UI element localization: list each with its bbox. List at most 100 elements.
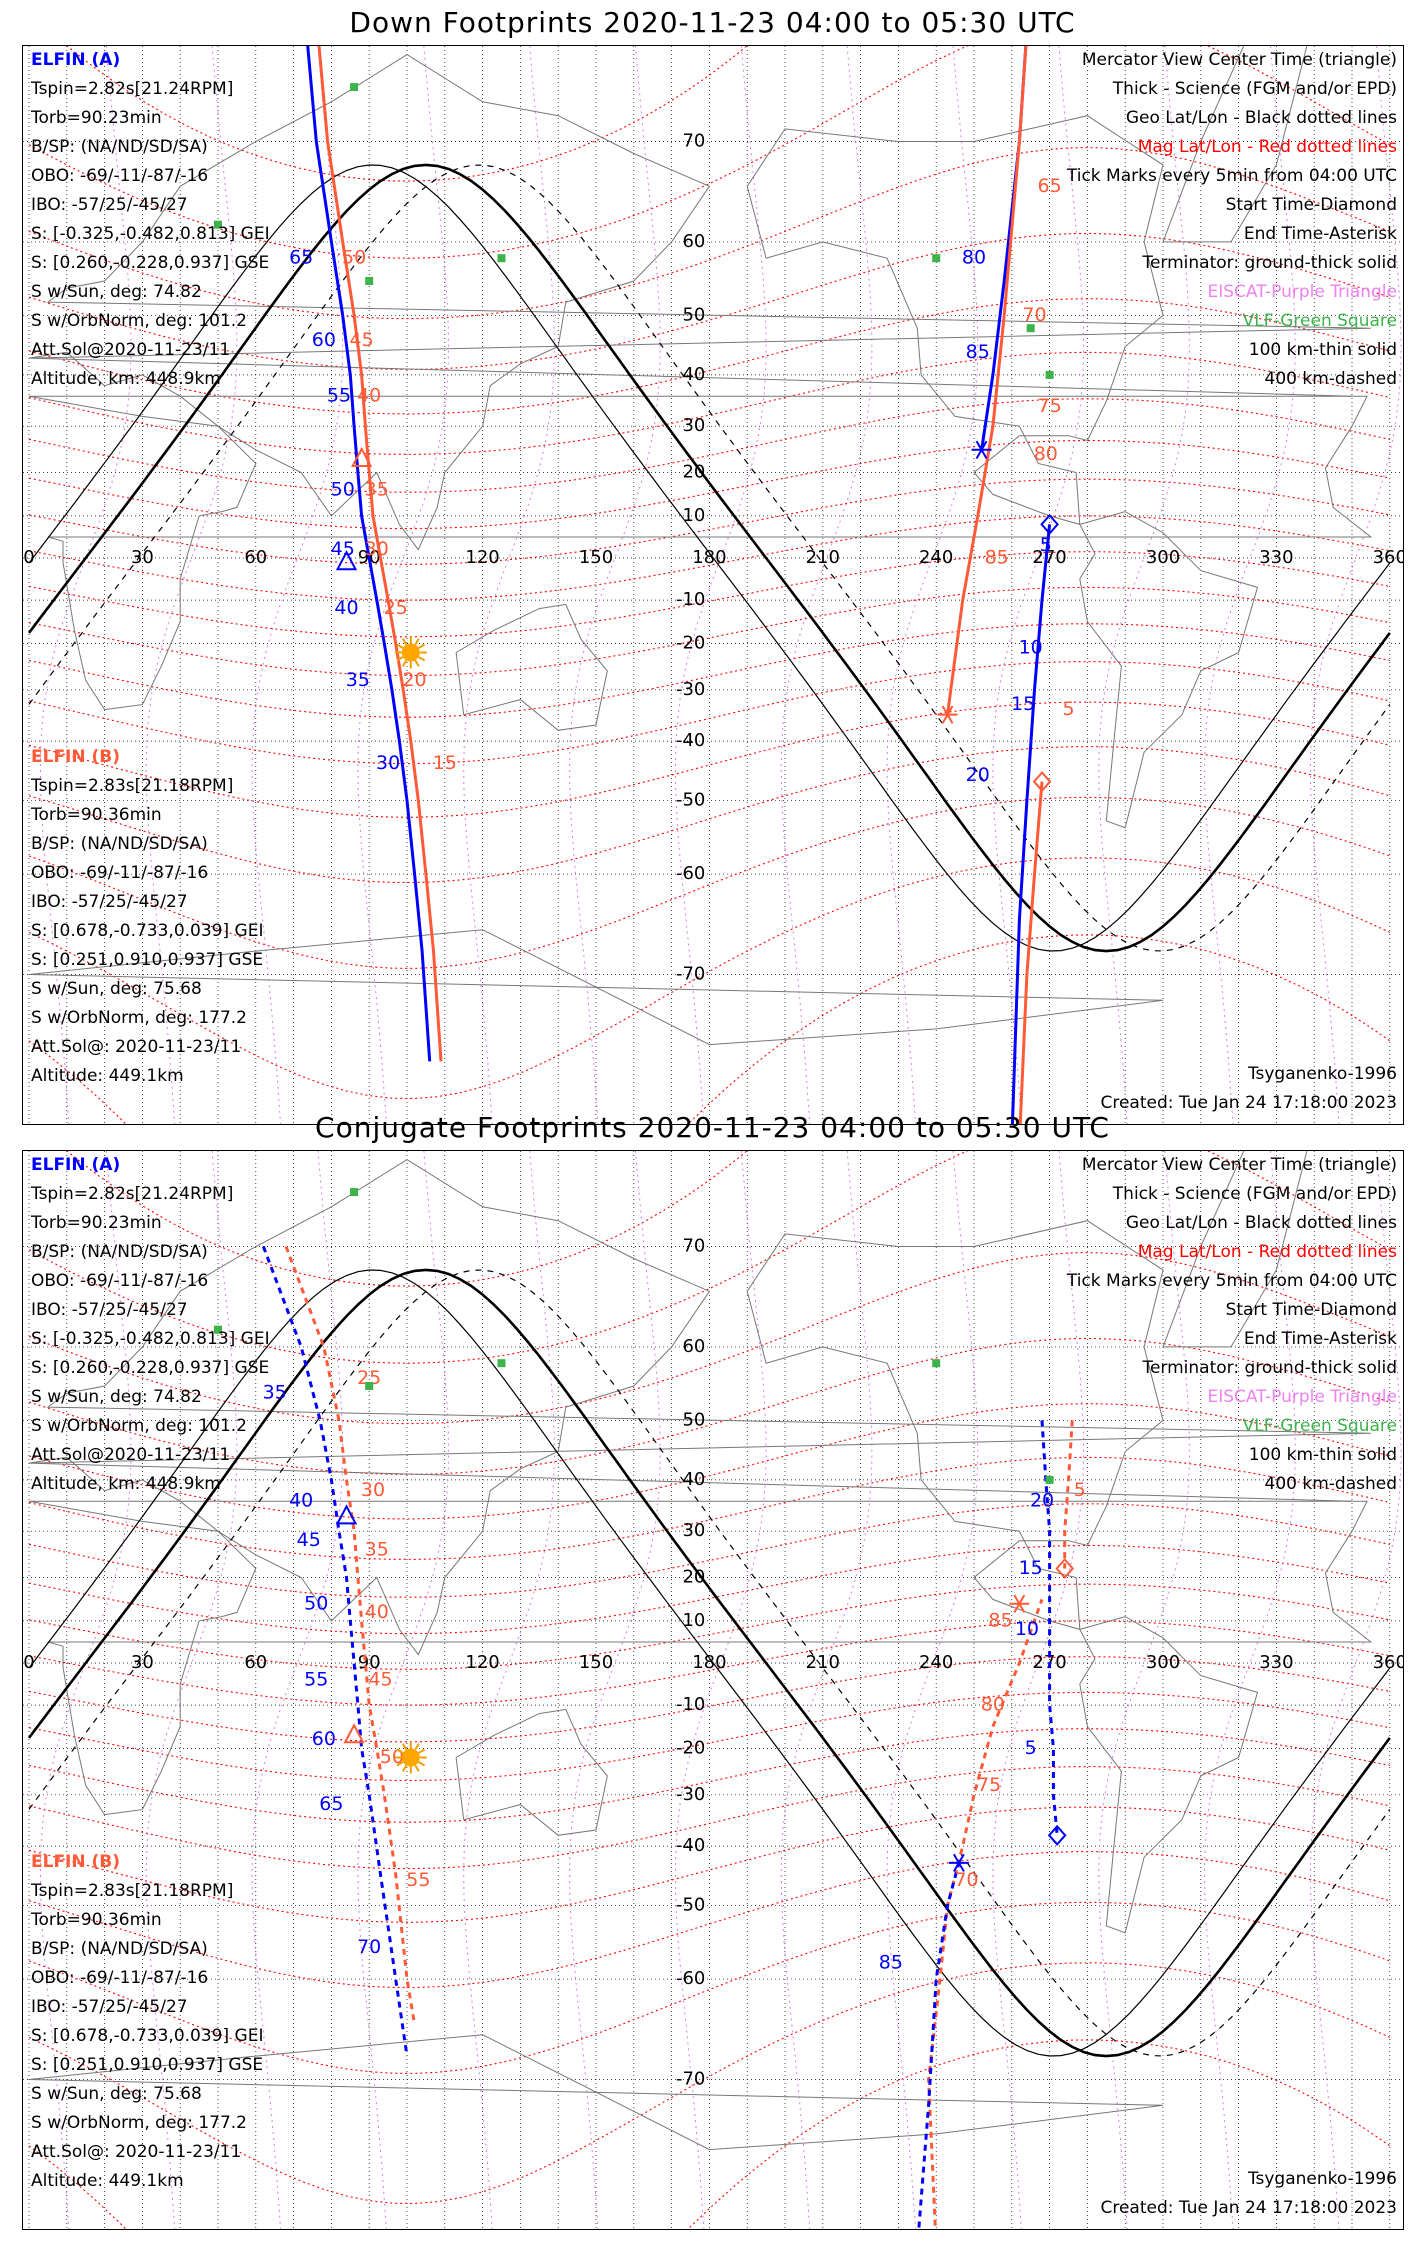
elfin-a-line: S: [-0.325,-0.482,0.813] GEI	[31, 224, 270, 244]
mag-meridian-line	[39, 1151, 132, 2229]
elfin-a-tick-label: 50	[331, 479, 355, 501]
lon-tick-label: 210	[806, 547, 840, 568]
lat-tick-label: -60	[676, 1968, 705, 1989]
vlf-station-icon	[1045, 370, 1054, 379]
elfin-a-line: S: [-0.325,-0.482,0.813] GEI	[31, 1329, 270, 1349]
mag-meridian-line	[39, 46, 132, 1124]
mag-lat-lines	[28, 46, 1391, 1124]
mag-lat-line	[28, 298, 1390, 415]
coastline	[28, 395, 1373, 711]
lat-tick-label: -50	[676, 790, 705, 811]
elfin-b-tick-label: 40	[357, 385, 381, 407]
lon-tick-label: 360	[1373, 547, 1403, 568]
elfin-a-line: S w/OrbNorm, deg: 101.2	[31, 311, 248, 331]
sun-ray	[418, 656, 426, 662]
sun-ray	[396, 1761, 404, 1767]
lon-tick-label: 30	[131, 547, 154, 568]
vlf-station-icon	[497, 1359, 506, 1368]
lat-tick-label: -40	[676, 1835, 705, 1856]
elfin-b-line: B/SP: (NA/ND/SD/SA)	[31, 1939, 208, 1959]
elfin-b-tick-label: 65	[1038, 175, 1062, 197]
coastlines	[28, 1151, 1373, 2151]
mag-meridian-lines	[39, 1151, 1402, 2229]
elfin-b-line: S: [0.251,0.910,0.937] GSE	[31, 950, 264, 970]
undefined	[1018, 781, 1044, 1124]
vlf-station-icon	[932, 1359, 941, 1368]
map-legend: Mercator View Center Time (triangle) Thic…	[1067, 46, 1397, 394]
lon-tick-label: 120	[465, 1652, 499, 1673]
elfin-a-tick-label: 35	[346, 669, 370, 691]
elfin-a-tick-label: 65	[319, 1793, 343, 1815]
mag-meridian-line	[674, 1151, 767, 2229]
vlf-station-icon	[497, 254, 506, 263]
mag-meridian-line	[251, 46, 344, 1124]
lon-tick-label: 300	[1146, 1652, 1180, 1673]
panel-title-down: Down Footprints 2020-11-23 04:00 to 05:3…	[349, 6, 1076, 39]
elfin-b-tick-label: 5	[1074, 1479, 1086, 1501]
elfin-a-line: S w/OrbNorm, deg: 101.2	[31, 1416, 248, 1436]
created-timestamp: Created: Tue Jan 24 17:18:00 2023	[1100, 1093, 1397, 1113]
sun-ray	[414, 659, 420, 667]
elfin-b-lines: Tspin=2.83s[21.18RPM] Torb=90.36min B/SP: …	[31, 1877, 263, 2196]
lat-tick-label: 30	[682, 1520, 705, 1541]
legend-item: Tick Marks every 5min from 04:00 UTC	[1066, 166, 1397, 186]
elfin-a-tick-label: 30	[376, 752, 400, 774]
legend-item: Terminator: ground-thick solid	[1142, 253, 1397, 273]
lat-tick-label: -10	[676, 1694, 705, 1715]
vlf-station-icon	[214, 1325, 222, 1334]
lat-tick-label: -20	[676, 1738, 705, 1759]
coastline	[455, 603, 608, 731]
elfin-b-line: S w/OrbNorm, deg: 177.2	[31, 2113, 248, 2133]
mag-lat-line	[28, 661, 1390, 765]
mag-lat-line	[28, 1456, 1390, 1560]
mag-meridian-line	[1309, 46, 1402, 1124]
legend-item: Thick - Science (FGM and/or EPD)	[1112, 1184, 1397, 1204]
mag-meridian-line	[1204, 1151, 1296, 2229]
coastline	[1162, 46, 1308, 243]
legend-item: Mercator View Center Time (triangle)	[1081, 50, 1397, 70]
coastline	[746, 1220, 1164, 1631]
lat-tick-label: -50	[676, 1895, 705, 1916]
elfin-a-end-icon	[953, 1853, 965, 1873]
coastline	[28, 929, 1164, 1046]
axis-labels: 0306090120150180210240270300330360706050…	[23, 1236, 1403, 2090]
mag-lat-line	[28, 1691, 1390, 1782]
undefined	[980, 46, 1028, 451]
elfin-b-tick-label: 70	[954, 1869, 978, 1891]
terminator-line	[27, 1268, 1391, 2058]
coastline	[1079, 1616, 1259, 1934]
elfin-b-line: IBO: -57/25/-45/27	[31, 892, 188, 912]
elfin-b-lines: Tspin=2.83s[21.18RPM] Torb=90.36min B/SP: …	[31, 772, 263, 1091]
elfin-b-tick-label: 40	[365, 1601, 389, 1623]
mag-lat-line	[28, 1766, 1390, 1870]
elfin-b-tick-label: 85	[985, 547, 1009, 569]
mag-meridian-line	[674, 46, 767, 1124]
mag-meridian-line	[569, 46, 661, 1124]
vlf-station-icon	[1026, 324, 1035, 333]
lat-tick-label: 40	[682, 364, 705, 385]
undefined	[917, 1862, 961, 2229]
legend-item: 400 km-dashed	[1264, 369, 1397, 389]
legend-item: Tick Marks every 5min from 04:00 UTC	[1066, 1271, 1397, 1291]
elfin-a-line: Altitude, km: 448.9km	[31, 369, 221, 389]
vlf-station-icon	[932, 254, 941, 263]
mag-meridian-line	[1098, 46, 1190, 1124]
lat-tick-label: -30	[676, 1784, 705, 1805]
mag-lat-line	[28, 1620, 1390, 1706]
mag-meridian-line	[463, 1151, 555, 2229]
lon-tick-label: 210	[806, 1652, 840, 1673]
mag-lat-line	[28, 1252, 1391, 1425]
sun-ray	[414, 1743, 420, 1751]
elfin-a-tick-label: 10	[1019, 637, 1043, 659]
elfin-b-line: S: [0.251,0.910,0.937] GSE	[31, 2055, 264, 2075]
mercator-map-conjugate: 0306090120150180210240270300330360706050…	[23, 1151, 1403, 2229]
sun-ray	[418, 643, 426, 649]
lat-tick-label: -70	[676, 2068, 705, 2089]
elfin-b-info: ELFIN (B) Tspin=2.83s[21.18RPM] Torb=90.3…	[31, 743, 263, 1091]
legend-item: 400 km-dashed	[1264, 1474, 1397, 1494]
mag-lat-line	[28, 398, 1390, 493]
elfin-b-line: OBO: -69/-11/-87/-16	[31, 863, 209, 883]
mag-meridian-line	[463, 46, 555, 1124]
elfin-b-line: B/SP: (NA/ND/SD/SA)	[31, 834, 208, 854]
lat-tick-label: -40	[676, 730, 705, 751]
